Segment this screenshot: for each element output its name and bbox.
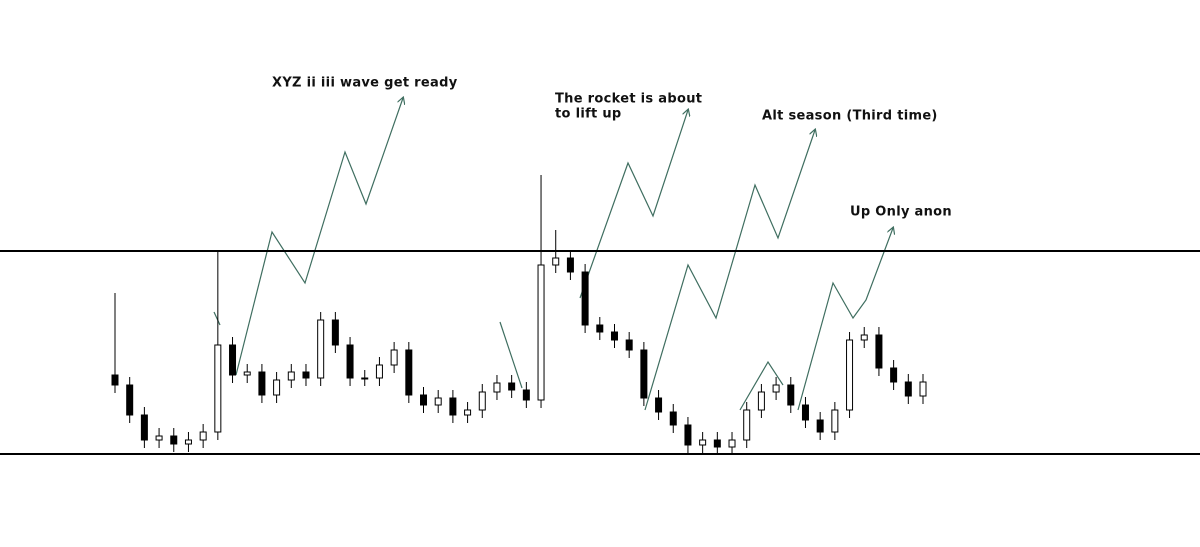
candle-body <box>655 397 663 413</box>
candle-body <box>287 371 295 381</box>
candle-body <box>669 411 677 426</box>
annotation: to lift up <box>555 107 622 122</box>
candle-body <box>640 349 648 399</box>
candle-body <box>772 384 780 393</box>
candle-body <box>522 389 530 401</box>
candle-body <box>625 339 633 351</box>
annotation: Alt season (Third time) <box>762 109 938 124</box>
candle-body <box>860 334 868 341</box>
annotation: The rocket is about <box>555 92 702 107</box>
candle-body <box>801 404 809 421</box>
candle-body <box>111 374 119 386</box>
candle-body <box>375 364 383 379</box>
candle-body <box>846 339 854 411</box>
candle-body <box>566 257 574 273</box>
candle-body <box>126 384 134 416</box>
candle-body <box>478 391 486 411</box>
candle-body <box>581 271 589 326</box>
candle-body <box>243 371 251 376</box>
candle-body <box>405 349 413 396</box>
candle-body <box>743 409 751 441</box>
candle-body <box>699 439 707 446</box>
candle-body <box>229 344 237 376</box>
candle-body <box>140 414 148 441</box>
candle-body <box>875 334 883 369</box>
annotation: Up Only anon <box>850 205 952 220</box>
wave-path <box>499 321 523 389</box>
candle-body <box>434 397 442 406</box>
wave-path <box>797 228 893 411</box>
candle-body <box>904 381 912 397</box>
candle-body <box>757 391 765 411</box>
candle-body <box>258 371 266 396</box>
candle-body <box>155 435 163 441</box>
candle-body <box>787 384 795 406</box>
candle-body <box>449 397 457 416</box>
candle-body <box>890 367 898 383</box>
wave-path <box>644 130 815 411</box>
candle-body <box>420 394 428 406</box>
annotation: XYZ ii iii wave get ready <box>272 76 458 91</box>
candle-body <box>317 319 325 379</box>
wave-path <box>235 98 403 376</box>
candle-body <box>537 264 545 401</box>
candle-body <box>199 431 207 441</box>
candle-body <box>346 344 354 379</box>
candle-body <box>302 371 310 379</box>
candle-body <box>919 381 927 397</box>
candle-body <box>508 382 516 391</box>
candle-body <box>610 331 618 341</box>
wave-path <box>739 360 784 411</box>
candle-body <box>816 419 824 433</box>
candle-body <box>361 377 369 380</box>
wave-path <box>579 110 688 299</box>
candle-body <box>214 344 222 433</box>
candle-body <box>184 439 192 445</box>
wave-path <box>213 311 221 326</box>
candle-body <box>831 409 839 433</box>
candle-body <box>390 349 398 366</box>
candle-body <box>331 319 339 346</box>
candle-body <box>552 257 560 266</box>
candle-body <box>596 324 604 333</box>
candle-body <box>728 439 736 448</box>
candle-body <box>170 435 178 445</box>
wave-projections <box>213 98 893 411</box>
candle-body <box>684 424 692 446</box>
candle-body <box>273 379 281 396</box>
candle-body <box>713 439 721 448</box>
candle-body <box>493 382 501 393</box>
candle-body <box>464 409 472 416</box>
